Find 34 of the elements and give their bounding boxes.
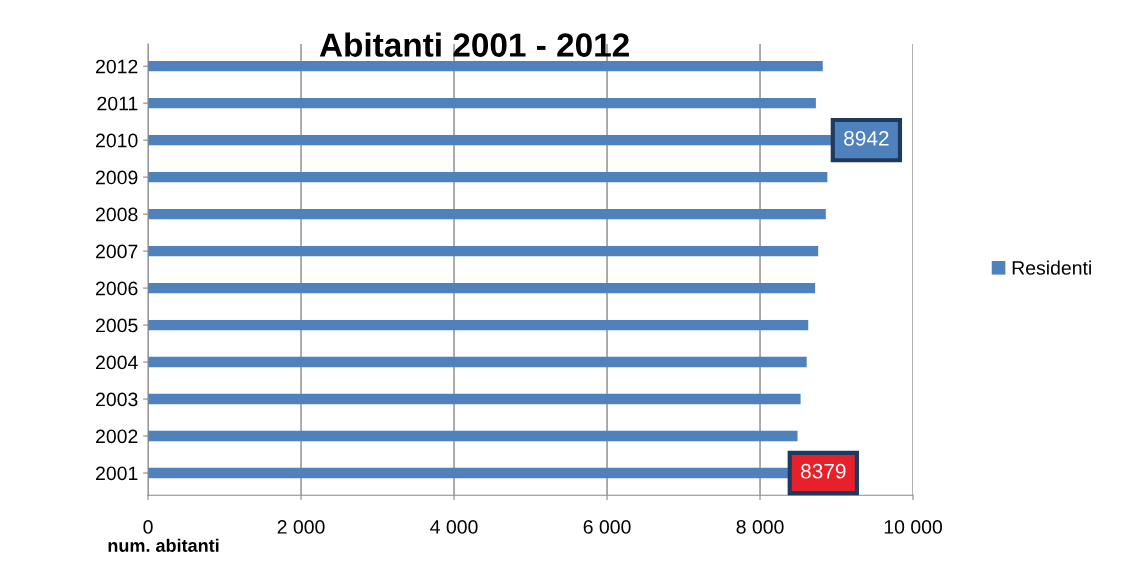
bar xyxy=(148,208,826,220)
x-tick-label: 10 000 xyxy=(884,520,943,534)
bar xyxy=(148,171,828,183)
y-tick-label: 2001 xyxy=(96,466,138,481)
x-tick-label: 2 000 xyxy=(277,520,325,534)
y-tick-label: 2003 xyxy=(96,392,138,407)
y-tick-label: 2010 xyxy=(96,133,138,148)
y-tick-label: 2007 xyxy=(96,244,138,259)
y-tick-label: 2006 xyxy=(96,281,138,296)
y-tick-label: 2009 xyxy=(96,170,138,185)
bar xyxy=(148,61,823,72)
chart-title: Abitanti 2001 - 2012 xyxy=(319,32,629,57)
x-axis-title: num. abitanti xyxy=(108,538,219,552)
data-label: 8942 xyxy=(844,130,889,146)
bar xyxy=(148,319,809,331)
y-tick-label: 2002 xyxy=(96,429,138,444)
data-label: 8379 xyxy=(801,463,846,479)
x-tick-label: 8 000 xyxy=(736,520,784,534)
x-tick-label: 4 000 xyxy=(430,520,478,534)
y-tick-label: 2008 xyxy=(96,207,138,222)
bar xyxy=(148,282,816,294)
bar xyxy=(148,97,816,109)
y-tick-label: 2004 xyxy=(96,355,138,370)
bar xyxy=(148,393,801,405)
legend-label: Residenti xyxy=(1012,260,1091,275)
x-tick-label: 6 000 xyxy=(583,520,631,534)
y-tick-label: 2011 xyxy=(97,96,138,111)
x-tick-label: 0 xyxy=(143,520,153,534)
bar xyxy=(148,430,798,442)
bar xyxy=(148,356,807,368)
bar xyxy=(148,467,790,479)
y-tick-label: 2005 xyxy=(96,318,138,333)
y-tick-label: 2012 xyxy=(96,59,138,74)
bar xyxy=(148,245,819,257)
